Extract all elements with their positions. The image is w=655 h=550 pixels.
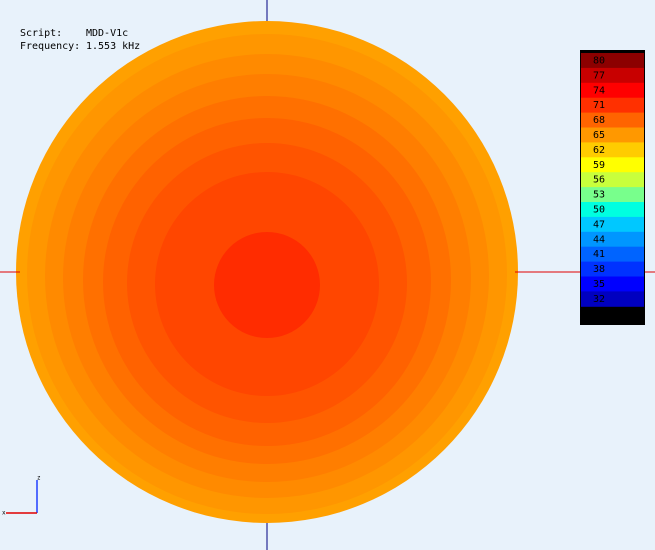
legend-swatch <box>581 82 644 99</box>
legend-swatch <box>581 67 644 84</box>
legend-label: 56 <box>593 175 605 186</box>
axes-glyph: z x <box>2 475 41 517</box>
legend-swatch <box>581 216 644 233</box>
legend-label: 59 <box>593 160 605 171</box>
axis-x-label: x <box>2 510 6 517</box>
legend-swatch <box>581 246 644 263</box>
script-value: MDD-V1c <box>86 28 128 39</box>
legend-swatch <box>581 97 644 114</box>
legend-label: 41 <box>593 249 605 260</box>
legend-swatch <box>581 172 644 188</box>
legend-swatch <box>581 157 644 173</box>
legend-label: 32 <box>593 294 605 305</box>
legend-label: 62 <box>593 145 605 156</box>
legend-label: 68 <box>593 115 605 126</box>
legend-swatch <box>581 231 644 248</box>
axis-z-label: z <box>37 475 41 482</box>
legend-label: 50 <box>593 204 605 215</box>
frequency-label: Frequency: <box>20 41 80 52</box>
legend-swatch <box>581 112 644 128</box>
legend-swatch <box>581 261 644 277</box>
legend-label: 77 <box>593 70 605 81</box>
legend-label: 38 <box>593 264 605 275</box>
legend-label: 47 <box>593 219 605 230</box>
sound-map <box>16 21 518 523</box>
legend-label: 71 <box>593 100 605 111</box>
legend-swatch <box>581 127 644 143</box>
legend-label: 35 <box>593 279 605 290</box>
legend-label: 65 <box>593 130 605 141</box>
legend-label: 44 <box>593 234 605 245</box>
legend-swatch <box>581 142 644 158</box>
legend-swatch <box>581 291 644 307</box>
legend-label: 74 <box>593 85 605 96</box>
legend-label: 80 <box>593 55 605 66</box>
script-label: Script: <box>20 28 62 39</box>
legend-label: 53 <box>593 190 605 201</box>
legend-swatch <box>581 187 644 203</box>
legend-swatch <box>581 276 644 292</box>
info: Script: MDD-V1c Frequency: 1.553 kHz <box>20 28 140 52</box>
frequency-value: 1.553 kHz <box>86 41 140 52</box>
legend-swatch <box>581 53 644 69</box>
ring <box>214 232 320 338</box>
legend-swatch <box>581 202 644 218</box>
legend: 80 77 74 71 68 65 62 59 56 53 50 47 44 41 38 35 32 <box>580 50 645 325</box>
